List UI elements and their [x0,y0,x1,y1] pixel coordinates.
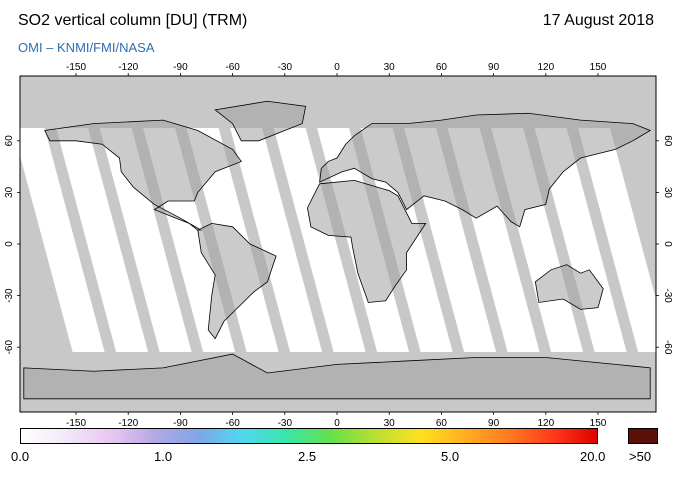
lon-tick-label-top: 150 [590,62,607,73]
map-title: SO2 vertical column [DU] (TRM) [18,12,248,29]
land-overlay [23,100,652,400]
lon-tick-label-bottom: -90 [173,418,188,429]
swath-0 [20,128,105,352]
swath-5 [230,128,323,352]
swath-1 [56,128,149,352]
land-mass-6 [23,353,651,400]
colorbar-label-2: 2.5 [298,449,317,464]
colorbar-label-0: 0.0 [11,449,30,464]
lon-tick-label-bottom: -60 [225,418,240,429]
colorbar-label-4: 20.0 [580,449,606,464]
swath-2 [99,128,192,352]
lon-tick-label-top: -30 [278,62,293,73]
lat-tick-label-left: -60 [4,340,15,355]
right-lat-ticks: 60 30 0 -30 -60 [656,135,673,355]
left-lat-ticks: 60 30 0 -30 -60 [4,135,20,355]
colorbar-label-3: 5.0 [441,449,460,464]
lon-tick-label-top: 30 [384,62,396,73]
land-mass-2 [197,222,277,340]
swath-6 [273,128,366,352]
lon-tick-label-bottom: 60 [436,418,448,429]
lat-tick-label-right: -60 [662,340,673,355]
lat-tick-label-left: -30 [4,288,15,303]
lon-tick-label-bottom: 120 [537,418,554,429]
lon-tick-label-bottom: 30 [384,418,396,429]
lon-tick-label-top: 60 [436,62,448,73]
colorbar-label-1: 1.0 [154,449,173,464]
lat-tick-label-left: 0 [4,241,15,247]
lon-tick-label-top: -60 [225,62,240,73]
lon-tick-label-bottom: -120 [118,418,138,429]
lon-tick-label-top: 120 [537,62,554,73]
swath-13 [578,128,656,352]
lat-tick-label-left: 60 [4,135,15,147]
lon-tick-label-bottom: 90 [488,418,500,429]
land-mass-4 [319,112,652,228]
lat-tick-label-right: 30 [662,187,673,199]
lat-tick-label-right: 0 [662,241,673,247]
land-mass-1 [214,100,307,142]
land-mass-3 [307,179,427,303]
lon-tick-label-top: 0 [334,62,340,73]
lon-tick-label-top: -120 [118,62,138,73]
colorbar-overflow-swatch [628,428,658,444]
swath-12 [534,128,627,352]
lon-tick-label-bottom: 0 [334,418,340,429]
lon-tick-label-top: 90 [488,62,500,73]
lon-tick-label-top: -90 [173,62,188,73]
lat-tick-label-left: 30 [4,186,15,198]
lon-tick-label-bottom: -30 [278,418,293,429]
data-credit: OMI – KNMI/FMI/NASA [18,40,155,55]
lon-tick-label-top: -150 [66,62,86,73]
lon-tick-label-bottom: -150 [66,418,86,429]
map-date: 17 August 2018 [542,12,654,29]
lat-tick-label-right: -30 [662,288,673,303]
land-mass-5 [534,264,604,310]
lat-tick-label-right: 60 [662,135,673,147]
top-lon-ticks: -150 -120 -90 -60 -30 0 30 60 90 120 150 [66,62,607,76]
lon-tick-label-bottom: 150 [590,418,607,429]
colorbar-label-5: >50 [629,449,652,464]
bottom-lon-ticks: -150 -120 -90 -60 -30 0 30 60 90 120 150 [66,412,607,429]
land-mass-0 [44,119,242,231]
colorbar-gradient [20,428,598,444]
